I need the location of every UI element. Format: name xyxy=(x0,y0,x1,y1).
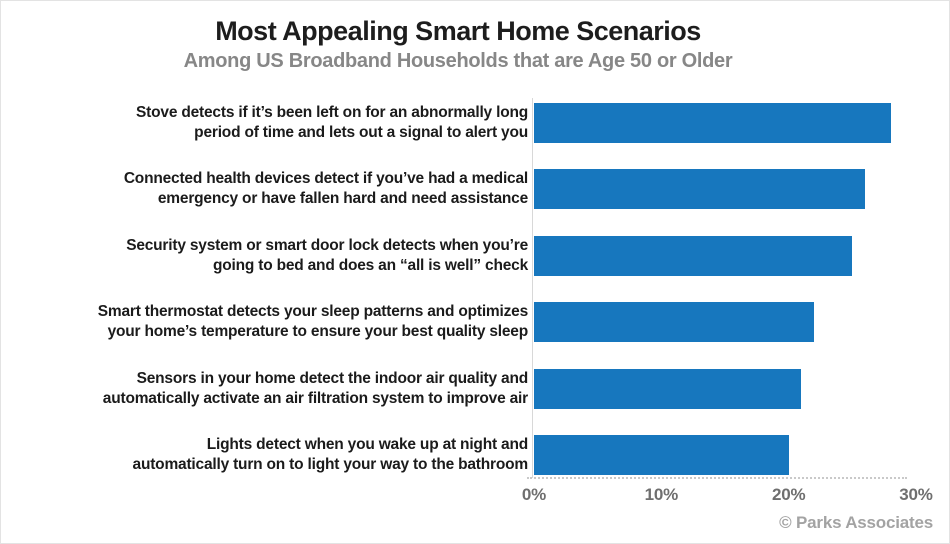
category-label-line: Connected health devices detect if you’v… xyxy=(123,170,528,187)
category-label-security-system: Security system or smart door lock detec… xyxy=(1,236,528,276)
category-label-lights: Lights detect when you wake up at night … xyxy=(1,435,529,475)
bar-smart-thermostat xyxy=(534,302,815,342)
category-label-line: Smart thermostat detects your sleep patt… xyxy=(97,303,528,320)
bar-air-sensors xyxy=(534,369,802,409)
category-label-stove: Stove detects if it’s been left on for a… xyxy=(1,103,528,143)
x-tick-label-0: 0% xyxy=(521,485,547,504)
chart-subtitle: Among US Broadband Households that are A… xyxy=(183,50,733,72)
bar-stove xyxy=(534,103,891,143)
category-label-line: Stove detects if it’s been left on for a… xyxy=(136,104,528,121)
category-label-air-sensors: Sensors in your home detect the indoor a… xyxy=(1,369,528,409)
source-credit: © Parks Associates xyxy=(779,513,933,532)
chart-title: Most Appealing Smart Home Scenarios xyxy=(215,16,701,46)
category-label-line: automatically turn on to light your way … xyxy=(132,456,529,473)
category-label-line: automatically activate an air filtration… xyxy=(102,390,528,407)
category-label-line: going to bed and does an “all is well” c… xyxy=(212,257,528,274)
category-label-smart-thermostat: Smart thermostat detects your sleep patt… xyxy=(1,302,528,342)
category-label-line: Sensors in your home detect the indoor a… xyxy=(136,370,529,387)
x-axis-baseline xyxy=(527,477,907,479)
category-label-line: Security system or smart door lock detec… xyxy=(126,237,528,254)
x-tick-label-10: 10% xyxy=(644,485,679,504)
chart-header: Most Appealing Smart Home Scenarios Amon… xyxy=(1,15,949,74)
category-label-line: your home’s temperature to ensure your b… xyxy=(107,323,529,340)
x-tick-label-20: 20% xyxy=(771,485,806,504)
y-axis-line xyxy=(532,98,533,478)
bar-lights xyxy=(534,435,789,475)
bar-security-system xyxy=(534,236,853,276)
category-label-health-devices: Connected health devices detect if you’v… xyxy=(1,169,528,209)
category-label-line: emergency or have fallen hard and need a… xyxy=(157,190,528,207)
category-label-line: period of time and lets out a signal to … xyxy=(194,124,528,141)
x-tick-label-30: 30% xyxy=(899,485,933,504)
bar-health-devices xyxy=(534,169,866,209)
category-label-line: Lights detect when you wake up at night … xyxy=(206,436,528,453)
plot-area: 0% 10% 20% 30% xyxy=(522,1,933,543)
